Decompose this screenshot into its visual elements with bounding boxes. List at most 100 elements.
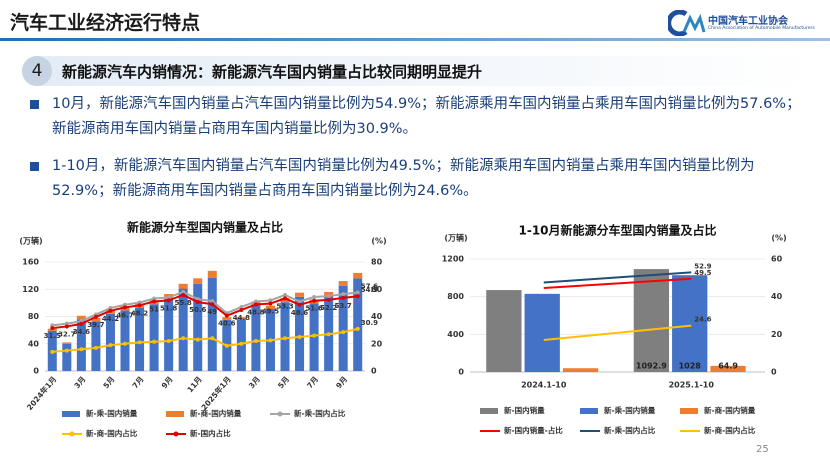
bar (353, 272, 363, 279)
legend-swatch (480, 408, 498, 414)
bar (193, 283, 203, 371)
legend-swatch (62, 411, 80, 417)
legend-label: 新-乘-国内占比 (294, 408, 346, 418)
section-number: 4 (22, 56, 52, 86)
bar (633, 269, 670, 372)
section-title: 新能源汽车内销情况：新能源汽车国内销量占比较同期明显提升 (62, 63, 483, 81)
logo-mark (666, 9, 706, 37)
line (52, 290, 358, 327)
header-rule (0, 38, 830, 41)
y-tick-label: 0 (33, 367, 39, 376)
bar (338, 281, 348, 286)
x-tick-label: 5月 (276, 375, 291, 391)
y-tick-label: 40 (28, 339, 40, 348)
line-marker (297, 299, 302, 304)
line-marker (312, 333, 317, 338)
legend-label: 新-商-国内占比 (704, 425, 756, 435)
line-marker (108, 343, 113, 348)
line-marker (312, 298, 317, 303)
y2-tick-label: 60 (771, 255, 783, 264)
y2-tick-label: 40 (771, 292, 783, 301)
line-marker (181, 336, 186, 341)
legend-swatch (580, 408, 598, 414)
line-value-label: 53.7 (335, 302, 352, 310)
bar (193, 278, 203, 284)
bar (524, 293, 560, 372)
bar (222, 317, 232, 320)
line-marker (152, 339, 157, 344)
bar (338, 285, 348, 371)
y2-tick-label: 40 (371, 312, 383, 321)
y-axis-unit: (万辆) (444, 233, 467, 243)
line-marker (64, 348, 69, 353)
line-marker (137, 303, 142, 308)
line-marker (224, 343, 229, 348)
y2-axis-unit: (%) (371, 237, 386, 246)
legend-swatch (166, 411, 184, 417)
y-axis-unit: (万辆) (19, 236, 42, 246)
bar (324, 291, 334, 297)
line-marker (50, 349, 55, 354)
y-tick-label: 1200 (442, 255, 465, 264)
line-marker (64, 324, 69, 329)
line-marker (355, 290, 360, 295)
chart-title: 新能源分车型国内销量及占比 (127, 220, 283, 235)
line-value-label: 44.8 (233, 314, 250, 322)
line (543, 271, 692, 284)
line-marker (341, 330, 346, 335)
chart-title: 1-10月新能源分车型国内销量及占比 (518, 223, 716, 238)
line-marker (297, 334, 302, 339)
logo-m (682, 13, 706, 33)
line-marker (253, 339, 258, 344)
line-marker (181, 292, 186, 297)
bar (120, 310, 130, 371)
line-marker (326, 297, 331, 302)
line-marker (123, 341, 127, 346)
line-marker (239, 341, 244, 346)
legend-label: 新-商-国内占比 (86, 428, 138, 438)
line-value-label: 48.2 (131, 309, 148, 317)
x-tick-label: 3月 (247, 375, 262, 391)
line-value-label: 30.9 (361, 319, 378, 327)
line-value-label: 54.9 (361, 286, 378, 294)
legend-label: 新-国内占比 (190, 428, 231, 438)
bar-value-label: 1028 (679, 362, 702, 371)
line-marker (79, 321, 84, 326)
line (52, 293, 358, 330)
x-tick-label: 9月 (160, 375, 175, 391)
y-tick-label: 80 (28, 312, 40, 321)
line-value-label: 39.7 (87, 321, 104, 329)
line-value-label: 51.6 (305, 305, 322, 313)
legend-swatch (680, 408, 698, 414)
y-tick-label: 400 (447, 330, 464, 339)
line-marker (268, 338, 273, 343)
legend-label: 新-国内销量-占比 (504, 425, 563, 435)
x-tick-label: 7月 (131, 375, 146, 391)
y2-tick-label: 60 (371, 285, 383, 294)
line-marker (210, 299, 215, 304)
org-name: 中国汽车工业协会 (708, 16, 788, 27)
x-tick-label: 5月 (101, 375, 116, 391)
legend-label: 新-乘-国内占比 (604, 425, 656, 435)
org-name-en: China Association of Automobile Manufact… (708, 26, 815, 31)
x-tick-label: 2024.1-10 (521, 381, 567, 390)
line-value-label: 44.2 (102, 315, 119, 323)
bar (265, 305, 275, 310)
y2-tick-label: 0 (771, 368, 777, 377)
line-marker (326, 332, 331, 337)
line-marker (326, 294, 331, 299)
bar (178, 283, 188, 289)
line-marker (283, 336, 287, 341)
line-marker (253, 302, 258, 307)
line-value-label: 50.6 (189, 306, 206, 314)
line-marker (108, 308, 113, 313)
line-value-label: 52.2 (320, 304, 337, 312)
line-marker (341, 292, 346, 297)
line-marker (355, 326, 360, 331)
line-marker (93, 345, 98, 350)
line (543, 324, 692, 341)
bar (135, 307, 145, 371)
line-marker (64, 321, 69, 326)
bar (62, 342, 72, 344)
